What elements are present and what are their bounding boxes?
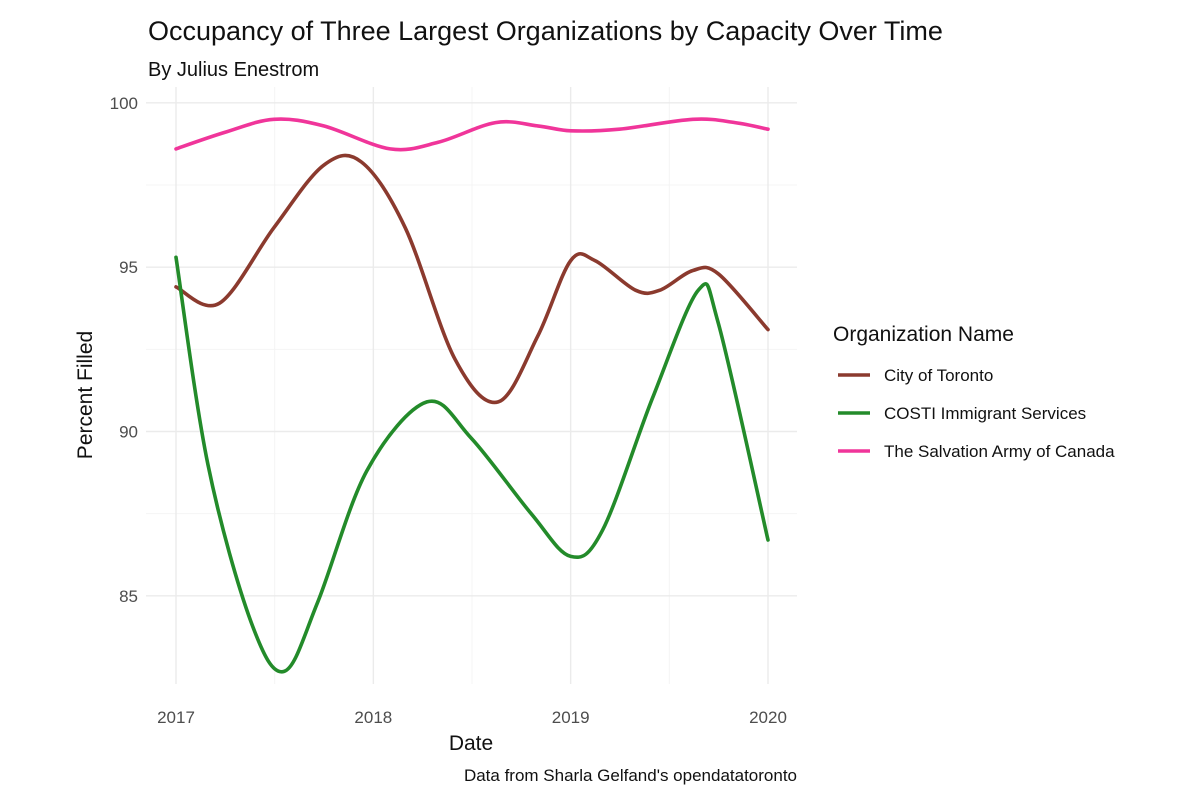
y-axis-title: Percent Filled xyxy=(74,331,97,459)
y-tick-label: 85 xyxy=(119,587,138,606)
x-tick-label: 2018 xyxy=(354,708,392,727)
y-tick-label: 90 xyxy=(119,423,138,442)
x-tick-label: 2017 xyxy=(157,708,195,727)
series-lines xyxy=(174,117,770,674)
series-line-costi-immigrant-services xyxy=(174,255,770,674)
legend-label-the-salvation-army-of-canada: The Salvation Army of Canada xyxy=(884,442,1115,461)
chart-caption: Data from Sharla Gelfand's opendatatoron… xyxy=(464,766,797,785)
x-axis-title: Date xyxy=(449,732,493,755)
series-line-city-of-toronto xyxy=(174,153,770,405)
y-tick-label: 95 xyxy=(119,258,138,277)
x-tick-label: 2019 xyxy=(552,708,590,727)
y-axis-ticks: 85 90 95 100 xyxy=(110,94,138,606)
legend-items: City of Toronto COSTI Immigrant Services T… xyxy=(838,366,1115,461)
chart-title: Occupancy of Three Largest Organizations… xyxy=(148,16,943,46)
legend-label-city-of-toronto: City of Toronto xyxy=(884,366,993,385)
x-axis-ticks: 2017 2018 2019 2020 xyxy=(157,708,787,727)
x-tick-label: 2020 xyxy=(749,708,787,727)
chart-subtitle: By Julius Enestrom xyxy=(148,59,319,81)
legend-title: Organization Name xyxy=(833,323,1014,346)
y-tick-label: 100 xyxy=(110,94,138,113)
legend-label-costi-immigrant-services: COSTI Immigrant Services xyxy=(884,404,1086,423)
legend: Organization Name City of Toronto COSTI I… xyxy=(833,323,1115,461)
series-line-the-salvation-army-of-canada xyxy=(174,117,770,152)
